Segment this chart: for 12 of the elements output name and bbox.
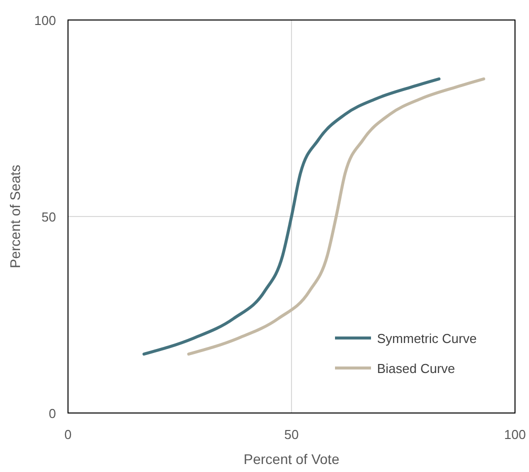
- y-tick-label: 0: [48, 406, 56, 421]
- y-axis-title: Percent of Seats: [7, 164, 23, 268]
- x-tick-label: 100: [504, 427, 526, 442]
- x-tick-label: 50: [284, 427, 299, 442]
- y-tick-label: 50: [42, 210, 56, 224]
- legend-label: Symmetric Curve: [377, 331, 477, 346]
- legend-label: Biased Curve: [377, 361, 456, 376]
- x-tick-label: 0: [64, 427, 72, 442]
- x-axis-title: Percent of Vote: [244, 451, 340, 467]
- line-series: [142, 77, 441, 356]
- line-series: [187, 77, 486, 356]
- y-tick-label: 100: [34, 13, 56, 28]
